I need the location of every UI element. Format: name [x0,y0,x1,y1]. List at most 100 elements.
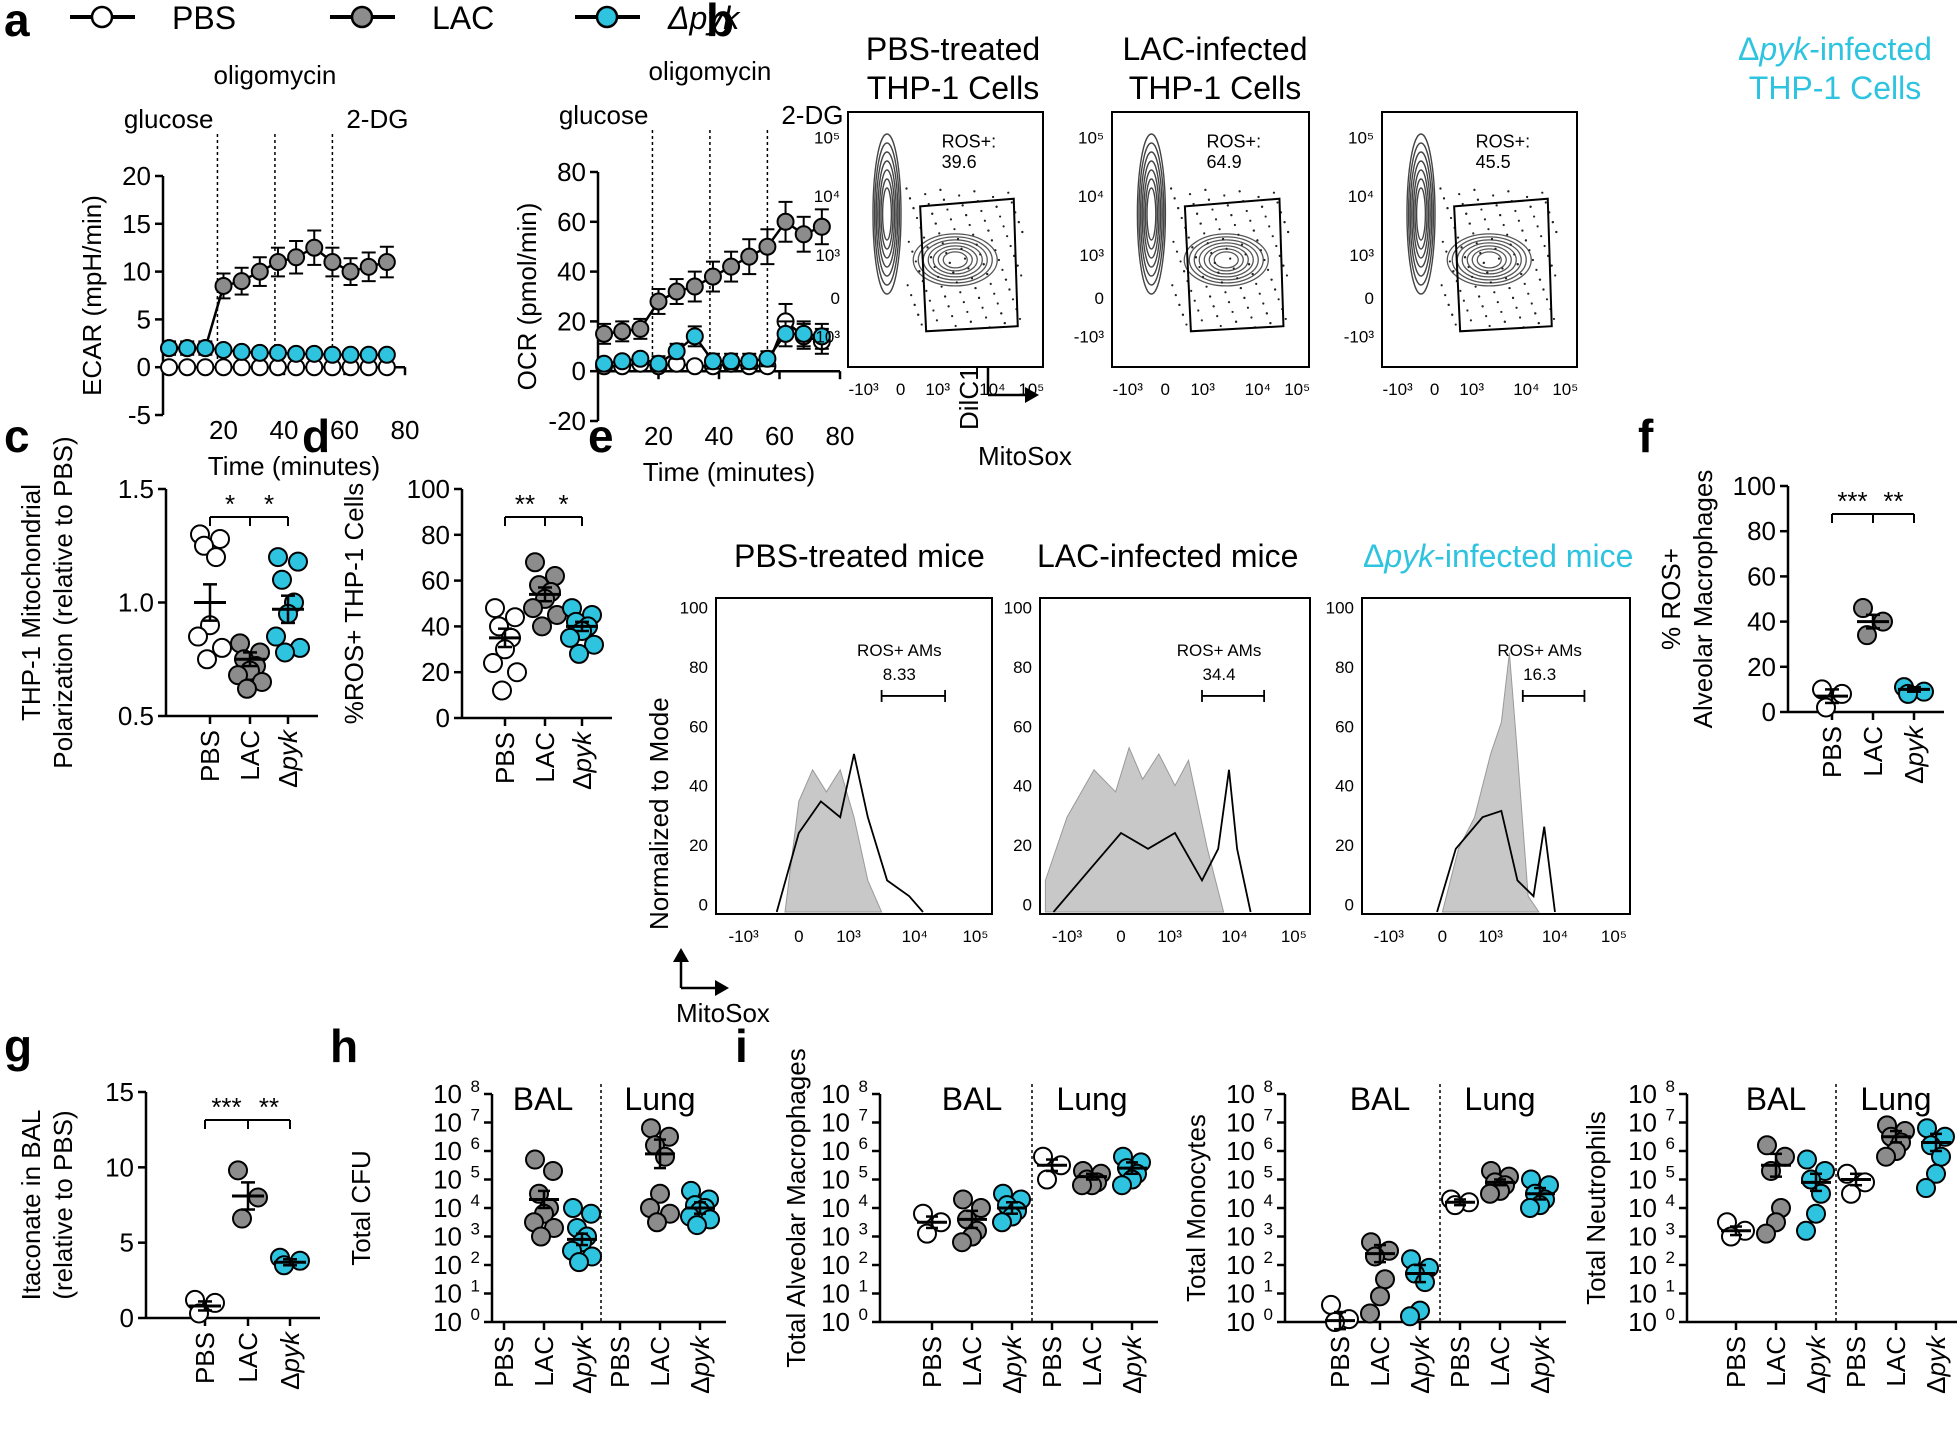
data-point [952,1232,972,1253]
data-point [341,262,360,281]
x-tick-label: 10³ [836,927,861,946]
event-dot [958,194,961,197]
event-dot [1552,317,1556,321]
y-axis-label: Itaconate in BAL [16,1110,46,1301]
y-tick-label: 0 [1365,289,1374,308]
event-dot [1459,289,1462,292]
event-dot [990,239,994,242]
data-point [323,253,342,272]
contour [942,251,968,269]
e1-title: PBS-treated mice [734,538,985,574]
event-dot [1485,315,1488,318]
y-tick-label: 0 [137,352,151,382]
data-point [1037,1169,1057,1190]
event-dot [1501,267,1504,270]
data-point [703,352,722,371]
x-tick-label: 40 [705,421,734,451]
data-point [992,1212,1012,1233]
data-point [776,212,795,231]
event-dot [1494,247,1497,250]
event-dot [1460,246,1463,249]
x-tick-label: LAC [957,1336,987,1387]
event-dot [951,315,954,318]
event-dot [989,282,992,285]
x-tick-label: LAC [235,730,265,781]
data-point [275,642,295,663]
event-dot [1264,215,1267,218]
y-tick-label: 100 [1733,471,1776,501]
sample-histogram [1436,809,1556,913]
y-tick-exponent: 7 [859,1106,868,1125]
event-dot [1454,323,1457,326]
event-dot [908,197,912,200]
y-tick-exponent: 5 [1666,1163,1675,1182]
x-tick-label: LAC [645,1336,675,1387]
event-dot [1216,315,1219,318]
contour [878,169,896,259]
event-dot [1461,202,1464,206]
data-point [1375,1269,1395,1290]
event-dot [1476,198,1480,201]
x-tick-label: 0 [1430,380,1439,399]
y-tick-label: 40 [421,611,450,641]
y-tick-label: 10 [821,1279,850,1309]
gate-label: ROS+: [1207,132,1262,152]
x-tick-label: PBS [490,732,520,784]
event-dot [1282,264,1285,267]
x-tick-label: PBS [1037,1336,1067,1388]
x-tick-label: 0 [1116,927,1125,946]
event-dot [1226,204,1229,207]
event-dot [997,258,1001,262]
event-dot [1246,306,1250,309]
data-point [377,345,396,364]
data-point [650,1183,670,1204]
event-dot [1488,324,1491,328]
y-tick-label: 20 [557,306,586,336]
data-point [505,607,525,628]
data-point [740,247,759,266]
x-tick-label: 20 [644,421,673,451]
data-point [1520,1198,1540,1218]
contour [1188,236,1264,284]
event-dot [1018,317,1022,321]
y-tick-label: 10⁵ [1078,129,1104,148]
y-tick-label: 10⁴ [814,187,840,206]
event-dot [1237,233,1240,236]
contour [1409,151,1433,277]
event-dot [1442,197,1446,200]
event-dot [1497,257,1501,260]
y-tick-exponent: 2 [1666,1248,1675,1267]
x-tick-label: PBS [1325,1336,1355,1388]
b2-title-line1: LAC-infected [1123,31,1308,67]
event-dot [934,222,937,225]
x-tick-label: 10³ [1459,380,1484,399]
x-tick-label: 10⁵ [1284,380,1310,399]
event-dot [1458,193,1461,196]
y-axis-label: OCR (pmol/min) [512,203,542,391]
x-tick-label: Δpyk [685,1334,715,1394]
data-point [1806,1203,1826,1224]
event-dot [1514,209,1517,213]
event-dot [1493,291,1496,294]
gate-label: ROS+ AMs [1497,641,1582,660]
histogram-3: 100 80 60 40 20 0 -10³ 0 10³ 10⁴ 10⁵ ROS+ AMs 16.3 [1326,597,1631,946]
y-tick-label: 0 [1023,896,1032,915]
chart-am: 10 0 10 1 10 2 10 3 10 4 10 5 10 6 10 7 10 8 BAL Lung PBS LAC… [781,1048,1158,1394]
event-dot [1232,267,1235,270]
section-label: Lung [1464,1081,1535,1117]
panel-label-b: b [706,0,734,46]
data-point [647,1212,667,1233]
y-tick-exponent: 8 [859,1077,868,1096]
data-point [812,327,831,346]
event-dot [1270,278,1273,281]
x-tick-label: LAC [1761,1336,1791,1387]
data-point [1811,1183,1831,1204]
y-tick-label: 100 [1004,598,1032,617]
event-dot [913,303,916,307]
event-dot [1200,319,1203,322]
event-dot [911,250,914,253]
data-point [489,616,509,637]
y-axis-label: %ROS+ THP-1 Cells [339,483,369,725]
data-point [1876,1146,1896,1167]
